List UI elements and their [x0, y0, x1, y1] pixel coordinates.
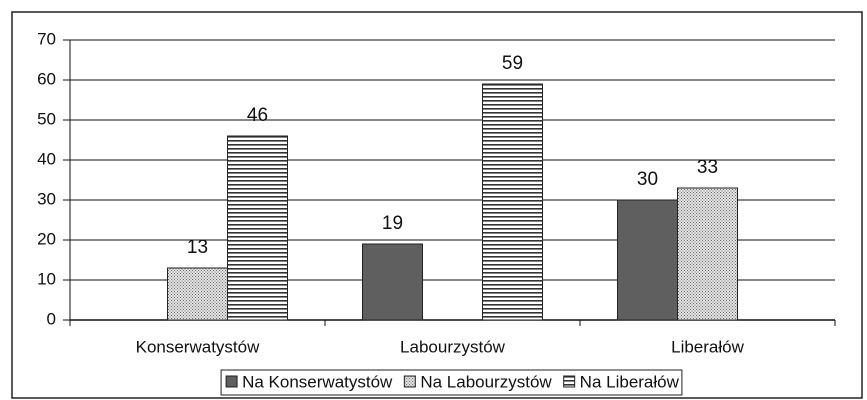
legend-box — [220, 369, 683, 396]
data-label: 19 — [382, 213, 403, 234]
data-label: 46 — [247, 105, 268, 126]
x-tick-label: Konserwatystów — [136, 337, 260, 356]
legend-label: Na Labourzystów — [420, 372, 552, 391]
legend-swatch — [403, 375, 416, 388]
y-tick-label: 40 — [37, 149, 56, 168]
data-label: 30 — [637, 169, 658, 190]
data-label: 13 — [187, 237, 208, 258]
bar — [617, 199, 678, 321]
bar — [677, 187, 738, 321]
y-tick-label: 0 — [47, 309, 56, 328]
bar — [227, 135, 288, 321]
x-tick-label: Labourzystów — [400, 337, 506, 356]
y-tick-label: 10 — [37, 269, 56, 288]
y-tick-label: 60 — [37, 69, 56, 88]
y-tick-label: 30 — [37, 189, 56, 208]
legend-swatch — [563, 375, 576, 388]
data-label: 33 — [697, 157, 718, 178]
y-tick-label: 50 — [37, 109, 56, 128]
bar — [167, 267, 228, 321]
bar — [482, 83, 543, 321]
legend-swatch — [225, 375, 238, 388]
data-label: 59 — [502, 53, 523, 74]
x-tick-label: Liberałów — [671, 337, 744, 356]
y-tick-label: 20 — [37, 229, 56, 248]
y-tick-label: 70 — [37, 29, 56, 48]
legend-label: Na Konserwatystów — [242, 372, 393, 391]
bar — [362, 243, 423, 321]
legend: Na Konserwatystów Na Labourzystów Na Liber… — [220, 369, 683, 396]
legend-label: Na Liberałów — [580, 372, 680, 391]
